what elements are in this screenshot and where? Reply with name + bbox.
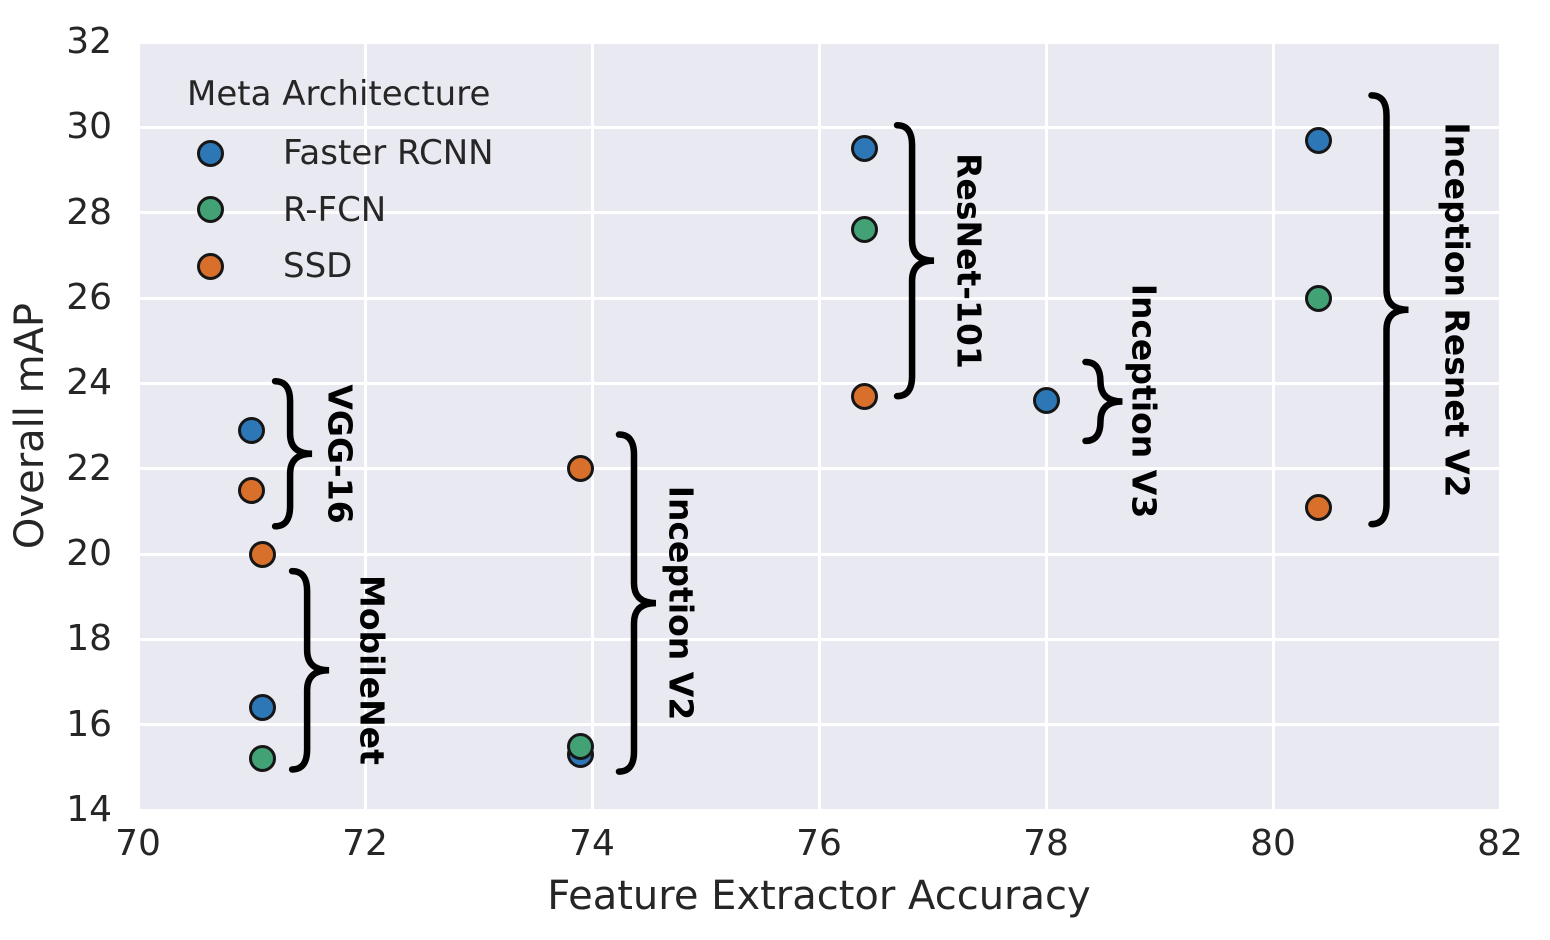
data-point-ssd	[238, 476, 265, 504]
data-point-faster-rcnn	[1032, 386, 1060, 414]
brace-inception-v2	[615, 431, 657, 775]
data-point-faster-rcnn	[238, 416, 265, 444]
data-point-faster-rcnn	[249, 694, 277, 722]
legend-marker-faster-rcnn	[196, 139, 224, 167]
data-point-faster-rcnn	[850, 135, 878, 163]
gridline-y-28	[138, 211, 1500, 215]
gridline-y-26	[138, 296, 1500, 300]
y-tick-22: 22	[66, 447, 112, 489]
x-tick-72: 72	[342, 823, 388, 864]
y-tick-14: 14	[66, 789, 112, 830]
legend-item-ssd: SSD	[283, 246, 353, 286]
data-point-r-fcn	[249, 745, 277, 773]
data-point-r-fcn	[567, 732, 595, 760]
y-tick-18: 18	[66, 618, 112, 660]
y-axis-label: Overall mAP	[7, 302, 53, 550]
gridline-y-30	[138, 125, 1500, 129]
annotation-braces	[271, 92, 1409, 775]
brace-vgg-16	[271, 377, 313, 530]
gridline-x-76	[817, 42, 821, 810]
annotation-label-vgg-16: VGG-16	[320, 384, 360, 524]
x-tick-76: 76	[796, 823, 842, 864]
annotation-label-resnet-101: ResNet-101	[949, 152, 989, 369]
x-tick-80: 80	[1250, 823, 1296, 864]
legend-item-faster-rcnn: Faster RCNN	[283, 133, 494, 173]
y-tick-26: 26	[66, 277, 112, 318]
x-axis-label: Feature Extractor Accuracy	[547, 873, 1091, 919]
y-tick-30: 30	[66, 106, 112, 148]
data-point-r-fcn	[1304, 284, 1332, 312]
annotation-label-inception-v3: Inception V3	[1124, 284, 1164, 519]
annotation-label-inception-resnet-v2: Inception Resnet V2	[1437, 122, 1477, 498]
data-point-faster-rcnn	[1304, 126, 1332, 154]
data-point-r-fcn	[850, 216, 878, 244]
plot-area: VGG-16 MobileNet Inception V2 ResNet-101 Inc…	[136, 40, 1502, 812]
gridline-y-24	[138, 381, 1500, 385]
x-tick-78: 78	[1023, 823, 1069, 864]
legend-title: Meta Architecture	[187, 74, 491, 114]
y-tick-16: 16	[66, 703, 112, 745]
gridline-y-20	[138, 552, 1500, 556]
x-tick-74: 74	[569, 823, 615, 864]
gridline-y-16	[138, 723, 1500, 727]
y-tick-28: 28	[66, 191, 112, 233]
gridline-x-74	[590, 42, 594, 810]
y-tick-32: 32	[66, 21, 112, 62]
y-tick-24: 24	[66, 362, 112, 404]
gridline-y-32	[138, 40, 1500, 44]
data-point-ssd	[850, 382, 878, 410]
x-tick-82: 82	[1477, 823, 1523, 864]
brace-mobilenet	[288, 567, 330, 773]
y-tick-20: 20	[66, 533, 112, 574]
annotation-label-inception-v2: Inception V2	[661, 485, 701, 721]
gridline-y-22	[138, 467, 1500, 471]
legend-marker-ssd	[196, 252, 224, 280]
data-point-ssd	[567, 455, 595, 483]
data-point-ssd	[1304, 493, 1332, 521]
gridline-y-14	[138, 808, 1500, 812]
brace-resnet-101	[893, 121, 935, 400]
x-tick-70: 70	[115, 823, 161, 864]
legend-item-r-fcn: R-FCN	[283, 189, 387, 230]
gridline-x-72	[363, 42, 367, 810]
annotation-label-mobilenet: MobileNet	[352, 575, 392, 766]
brace-inception-v3	[1082, 358, 1123, 445]
gridline-x-70	[136, 42, 140, 810]
gridline-x-82	[1498, 42, 1502, 810]
data-point-ssd	[249, 540, 277, 568]
gridline-x-78	[1044, 42, 1048, 810]
gridline-y-18	[138, 637, 1500, 641]
legend-marker-r-fcn	[196, 196, 224, 223]
brace-inception-resnet-v2	[1368, 92, 1409, 528]
gridline-x-80	[1271, 42, 1275, 810]
